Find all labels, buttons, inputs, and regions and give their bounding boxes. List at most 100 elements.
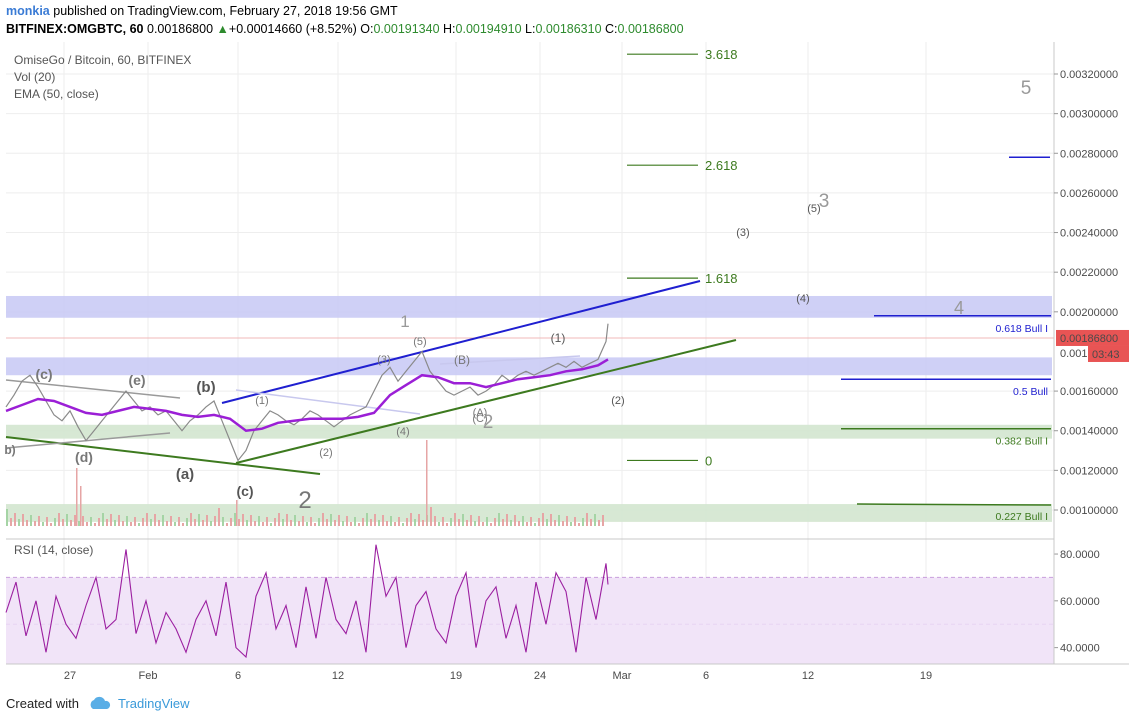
volume-bar bbox=[106, 519, 108, 526]
price-tick-label: 0.00200000 bbox=[1060, 307, 1118, 319]
legend-rsi: RSI (14, close) bbox=[14, 543, 93, 557]
time-tick-label: 6 bbox=[235, 670, 241, 682]
volume-bar bbox=[498, 513, 500, 526]
volume-bar bbox=[478, 516, 480, 526]
price-tick-label: 0.00240000 bbox=[1060, 228, 1118, 240]
author-link[interactable]: monkia bbox=[6, 4, 50, 18]
price-tick-label: 0.00120000 bbox=[1060, 465, 1118, 477]
rsi-series-line bbox=[5, 544, 609, 659]
price-tick-label: 0.00100000 bbox=[1060, 505, 1118, 517]
volume-bar bbox=[14, 513, 16, 526]
volume-bar bbox=[222, 517, 224, 526]
time-tick-label: 12 bbox=[802, 670, 814, 682]
time-tick-label: 24 bbox=[534, 670, 546, 682]
main-pane[interactable] bbox=[6, 42, 1054, 538]
price-badge bbox=[1056, 329, 1129, 346]
volume-bar bbox=[470, 515, 472, 526]
chart-header: monkia published on TradingView.com, Feb… bbox=[0, 0, 1129, 42]
volume-bar bbox=[390, 516, 392, 526]
volume-bar bbox=[322, 513, 324, 526]
wave-label: (c) bbox=[236, 483, 253, 499]
wave-label: 4 bbox=[954, 298, 964, 318]
volume-bar bbox=[438, 522, 440, 526]
wave-label: (2) bbox=[319, 447, 332, 459]
volume-bar bbox=[26, 520, 28, 526]
volume-bar bbox=[274, 518, 276, 526]
time-axis[interactable]: 27 Feb 6 12 19 24 Mar 6 12 19 bbox=[64, 670, 932, 682]
low-value: 0.00186310 bbox=[535, 22, 602, 36]
price-chart[interactable]: 3.618 2.618 1.618 0 0.618 Bull I 0.5 Bull 0.3… bbox=[0, 42, 1129, 689]
wave-label: (1) bbox=[255, 395, 268, 407]
volume-bar bbox=[86, 522, 88, 526]
cloud-logo-icon[interactable] bbox=[88, 695, 112, 711]
last-price: 0.00186800 bbox=[147, 22, 214, 36]
volume-bar bbox=[562, 521, 564, 526]
volume-bar bbox=[342, 521, 344, 526]
volume-bar bbox=[230, 518, 232, 526]
volume-bar bbox=[330, 514, 332, 526]
volume-bar bbox=[158, 520, 160, 526]
volume-bar bbox=[406, 518, 408, 526]
target-lines: 0.618 Bull I 0.5 Bull 0.382 Bull I 0.227 Bu… bbox=[841, 156, 1052, 523]
wave-label: (1) bbox=[551, 331, 566, 345]
volume-bar bbox=[366, 513, 368, 526]
open-label: O: bbox=[360, 22, 374, 36]
volume-bar bbox=[130, 522, 132, 526]
tradingview-brand-link[interactable]: TradingView bbox=[118, 696, 190, 711]
blue-trendline bbox=[221, 280, 701, 404]
volume-bar bbox=[266, 517, 268, 526]
volume-bar bbox=[490, 523, 492, 526]
volume-bar bbox=[482, 522, 484, 526]
volume-spike bbox=[80, 486, 82, 526]
footer: Created with TradingView bbox=[0, 689, 1129, 720]
wave-label: (C) bbox=[472, 413, 487, 425]
volume-bar bbox=[174, 522, 176, 526]
volume-bar bbox=[6, 509, 8, 526]
volume-bar bbox=[450, 518, 452, 526]
volume-bar bbox=[62, 519, 64, 526]
volume-bar bbox=[434, 516, 436, 526]
wave-label: (A) bbox=[473, 407, 488, 419]
volume-bar bbox=[226, 523, 228, 526]
volume-bar bbox=[82, 516, 84, 526]
volume-bar bbox=[506, 514, 508, 526]
volume-bar bbox=[358, 523, 360, 526]
volume-spike bbox=[76, 468, 78, 526]
volume-bar bbox=[102, 513, 104, 526]
volume-bar bbox=[374, 514, 376, 526]
wave-label: (B) bbox=[454, 353, 470, 367]
time-tick-label: 12 bbox=[332, 670, 344, 682]
target-label: 0.382 Bull I bbox=[995, 436, 1048, 448]
volume-bar bbox=[186, 518, 188, 526]
open-value: 0.00191340 bbox=[373, 22, 440, 36]
price-axis[interactable]: 0.00320000 0.00300000 0.00280000 0.00260000… bbox=[1054, 69, 1118, 517]
price-badge-value: 0.00186800 bbox=[1060, 333, 1118, 345]
volume-bar bbox=[242, 514, 244, 526]
fib-level-label: 2.618 bbox=[705, 158, 738, 173]
volume-bar bbox=[386, 521, 388, 526]
volume-bar bbox=[66, 514, 68, 526]
volume-spike bbox=[426, 440, 428, 526]
wave-label: (2) bbox=[611, 395, 624, 407]
volume-bar bbox=[362, 518, 364, 526]
volume-bar bbox=[38, 516, 40, 526]
volume-bar bbox=[526, 522, 528, 526]
triangle-lower-line bbox=[5, 432, 171, 449]
volume-bar bbox=[578, 523, 580, 526]
volume-bar bbox=[162, 515, 164, 526]
volume-bar bbox=[522, 516, 524, 526]
volume-bar bbox=[146, 513, 148, 526]
volume-bar bbox=[410, 513, 412, 526]
volume-bar bbox=[50, 523, 52, 526]
wave-label: 2 bbox=[298, 487, 311, 514]
volume-bar bbox=[302, 516, 304, 526]
rsi-tick-label: 60.0000 bbox=[1060, 596, 1100, 608]
wave-label: (a) bbox=[176, 466, 194, 483]
volume-bar bbox=[550, 514, 552, 526]
time-tick-label: 6 bbox=[703, 670, 709, 682]
volume-bar bbox=[190, 513, 192, 526]
wave-label: (5) bbox=[807, 203, 820, 215]
volume-bar bbox=[446, 523, 448, 526]
rsi-axis: 80.0000 60.0000 40.0000 bbox=[1054, 549, 1100, 655]
volume-bar bbox=[582, 518, 584, 526]
